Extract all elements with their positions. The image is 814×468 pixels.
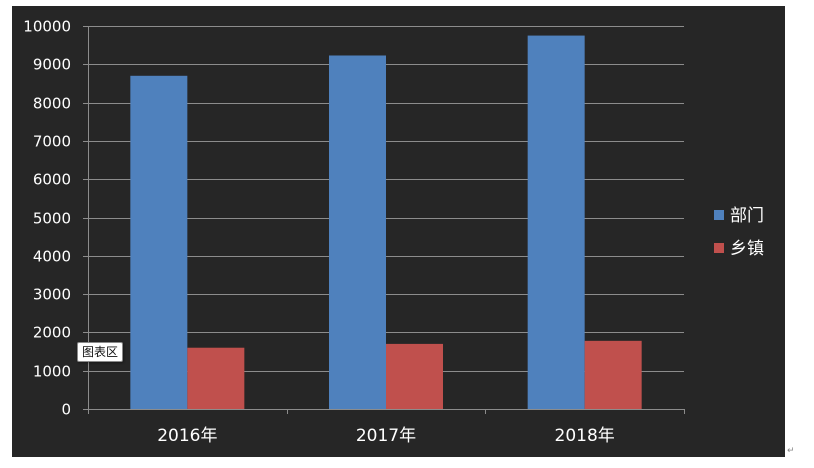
y-tick-label: 4000 bbox=[33, 248, 71, 266]
chart-area[interactable]: 0 1000 2000 3000 4000 5000 6000 7000 8000 9000 100… bbox=[12, 6, 785, 457]
x-tick-label: 2016年 bbox=[157, 426, 217, 446]
y-tick-label: 8000 bbox=[33, 95, 71, 113]
bar bbox=[527, 35, 585, 409]
chart-area-tooltip: 图表区 bbox=[77, 342, 124, 362]
bar bbox=[386, 343, 443, 409]
y-tick-label: 9000 bbox=[33, 56, 71, 74]
y-tick-label: 7000 bbox=[33, 133, 71, 151]
y-tick-label: 6000 bbox=[33, 171, 71, 189]
legend-label: 乡镇 bbox=[730, 239, 764, 259]
y-tick-label: 5000 bbox=[33, 210, 71, 228]
bar bbox=[187, 347, 245, 409]
bar bbox=[584, 340, 642, 409]
legend-swatch bbox=[714, 243, 724, 253]
bar-chart: 0 1000 2000 3000 4000 5000 6000 7000 8000 9000 100… bbox=[23, 18, 764, 447]
y-tick-label: 2000 bbox=[33, 324, 71, 342]
legend-label: 部门 bbox=[730, 206, 764, 226]
x-tick-label: 2017年 bbox=[356, 426, 416, 446]
x-tick-label: 2018年 bbox=[555, 426, 615, 446]
y-tick-label: 3000 bbox=[33, 286, 71, 304]
legend-swatch bbox=[714, 210, 724, 220]
y-tick-label: 1000 bbox=[33, 363, 71, 381]
bar bbox=[130, 75, 188, 409]
paragraph-mark-icon: ↵ bbox=[787, 446, 795, 456]
y-tick-label: 0 bbox=[61, 401, 71, 419]
y-tick-label: 10000 bbox=[23, 18, 71, 36]
bar bbox=[329, 55, 386, 410]
bars bbox=[130, 35, 642, 410]
